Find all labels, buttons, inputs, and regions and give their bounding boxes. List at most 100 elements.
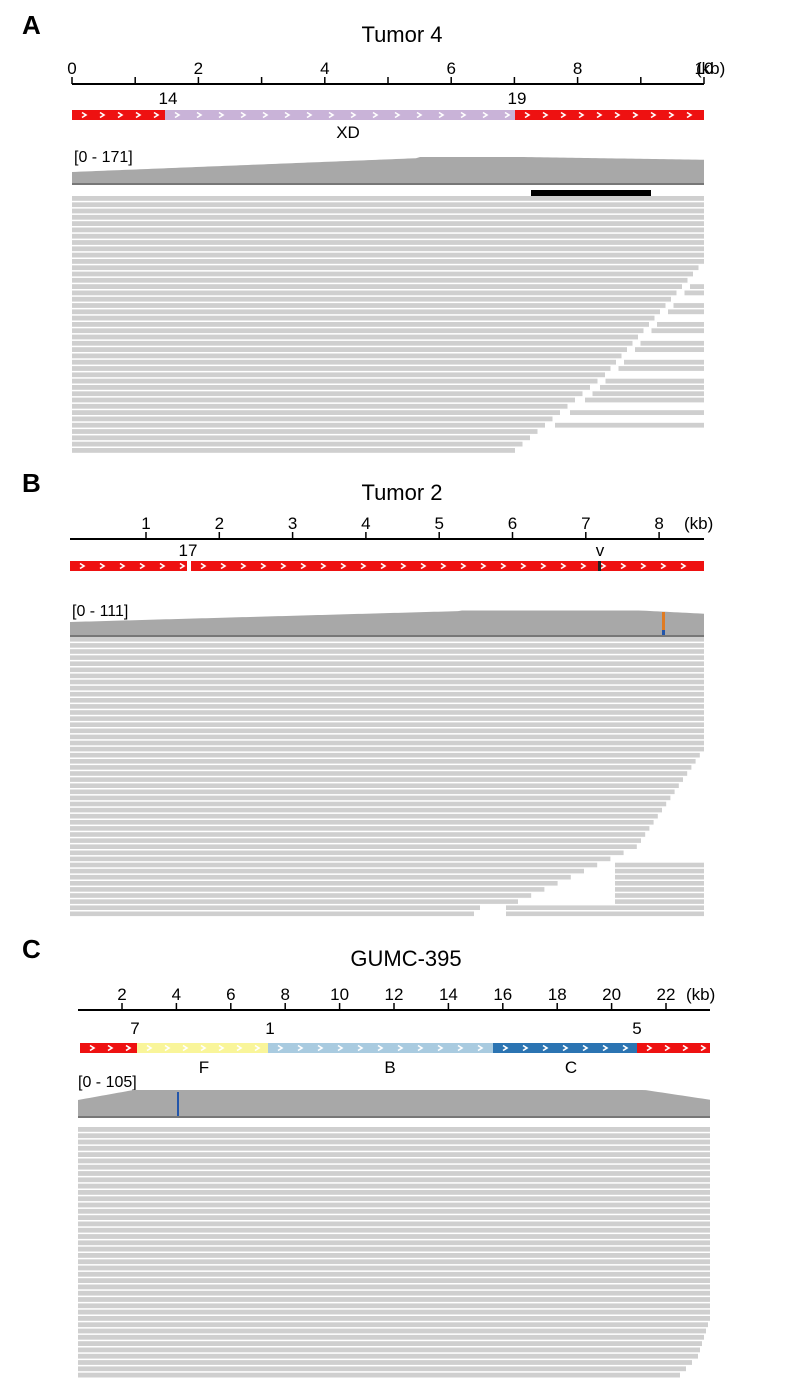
read-alignment [70,777,683,782]
coverage-range-label: [0 - 105] [78,1074,137,1091]
coverage-area [78,1089,710,1117]
strand-chevron [254,1044,261,1052]
read-alignment [72,372,605,378]
strand-chevron [664,1044,671,1052]
exon-segment [515,110,704,120]
segment-label: XD [336,123,360,142]
axis-tick-label: 14 [439,985,458,1004]
read-alignment [70,649,704,654]
strand-chevron [482,111,489,119]
panel-a-figure: 0 2 4 6 8 10(kb) 14 19 XD [0 - 171] [67,59,725,453]
junction-label: 5 [632,1019,641,1038]
read-alignment [72,265,699,271]
read-alignment [555,422,704,428]
deletion-bar [531,190,651,197]
read-alignment [70,765,692,770]
read-alignment [72,435,530,441]
read-alignment [78,1290,710,1296]
read-alignment [72,240,704,245]
read-alignment [70,637,704,642]
strand-chevron [306,111,313,119]
read-alignment [72,410,560,415]
junction-label: v [596,541,605,560]
read-alignment [70,911,474,917]
strand-chevron [159,562,166,570]
axis-tick-label: 5 [434,514,443,533]
junction-label: 17 [179,541,198,560]
read-alignment [78,1139,710,1145]
read-alignment [78,1221,710,1227]
strand-chevron [560,562,567,570]
read-alignment [72,334,638,340]
strand-chevron [600,562,607,570]
read-alignment [618,366,704,371]
read-alignment [70,801,667,807]
read-alignment [624,359,704,365]
axis-unit-label: (kb) [696,59,725,78]
read-alignment [592,391,704,397]
strand-chevron [420,562,427,570]
exon-segment [137,1043,268,1053]
strand-chevron [460,111,467,119]
panel-letter: B [22,468,41,498]
strand-chevron [440,562,447,570]
read-alignment [72,391,583,397]
strand-chevron [357,1044,364,1052]
read-alignment [72,233,704,239]
read-alignment [72,315,655,321]
axis-tick-label: 18 [548,985,567,1004]
axis-tick-label: 6 [508,514,517,533]
read-alignment [673,303,704,308]
variant-marker [598,561,601,571]
coverage-track: [0 - 105] [78,1074,710,1118]
read-alignment [70,826,650,831]
strand-chevron [540,562,547,570]
strand-chevron [135,111,142,119]
read-alignment [570,410,704,415]
read-alignment [70,881,558,886]
read-alignment [72,448,515,453]
read-alignment [72,397,575,403]
read-alignment [72,196,704,201]
strand-chevron [284,111,291,119]
read-alignment [70,850,624,856]
read-alignment [72,385,590,390]
read-alignment [72,328,644,334]
read-alignment [78,1158,710,1164]
strand-chevron [179,562,186,570]
panel-a: A Tumor 4 0 2 4 6 8 10 (kb) 14 19 XD [0 - 171] [0,0,788,460]
axis-ruler: 0 2 4 6 8 10(kb) [67,59,725,85]
axis-tick-label: 1 [141,514,150,533]
strand-chevron [640,562,647,570]
read-alignment [615,887,704,892]
junction-label: 19 [508,89,527,108]
read-alignment [70,813,658,819]
read-alignment [70,759,696,764]
strand-chevron [377,1044,384,1052]
read-alignment [615,862,704,868]
panel-c-figure: 2 4 6 8 10 12 14 16 18 20 22 (kb) 7 1 5 F B C [0 - 105] [78,985,715,1378]
read-alignment [70,905,480,910]
strand-chevron [328,111,335,119]
axis-ruler: 1 2 3 4 5 6 7 8 (kb) [70,514,713,540]
read-alignment [70,673,704,679]
coverage-range-label: [0 - 111] [72,603,128,620]
strand-chevron [417,1044,424,1052]
read-alignment [78,1316,710,1321]
transcript-track: 14 19 XD [72,89,704,142]
strand-chevron [380,562,387,570]
strand-chevron [146,1044,153,1052]
read-alignment [615,874,704,880]
read-alignment [78,1322,708,1328]
junction-label: 14 [159,89,178,108]
strand-chevron [99,111,106,119]
read-alignment [70,752,700,758]
strand-chevron [602,1044,609,1052]
axis-tick-label: 6 [226,985,235,1004]
axis-tick-label: 20 [602,985,621,1004]
strand-chevron [317,1044,324,1052]
axis-tick-label: 4 [172,985,181,1004]
strand-chevron [578,111,585,119]
read-alignment [70,856,611,862]
reads-track [78,1127,710,1378]
